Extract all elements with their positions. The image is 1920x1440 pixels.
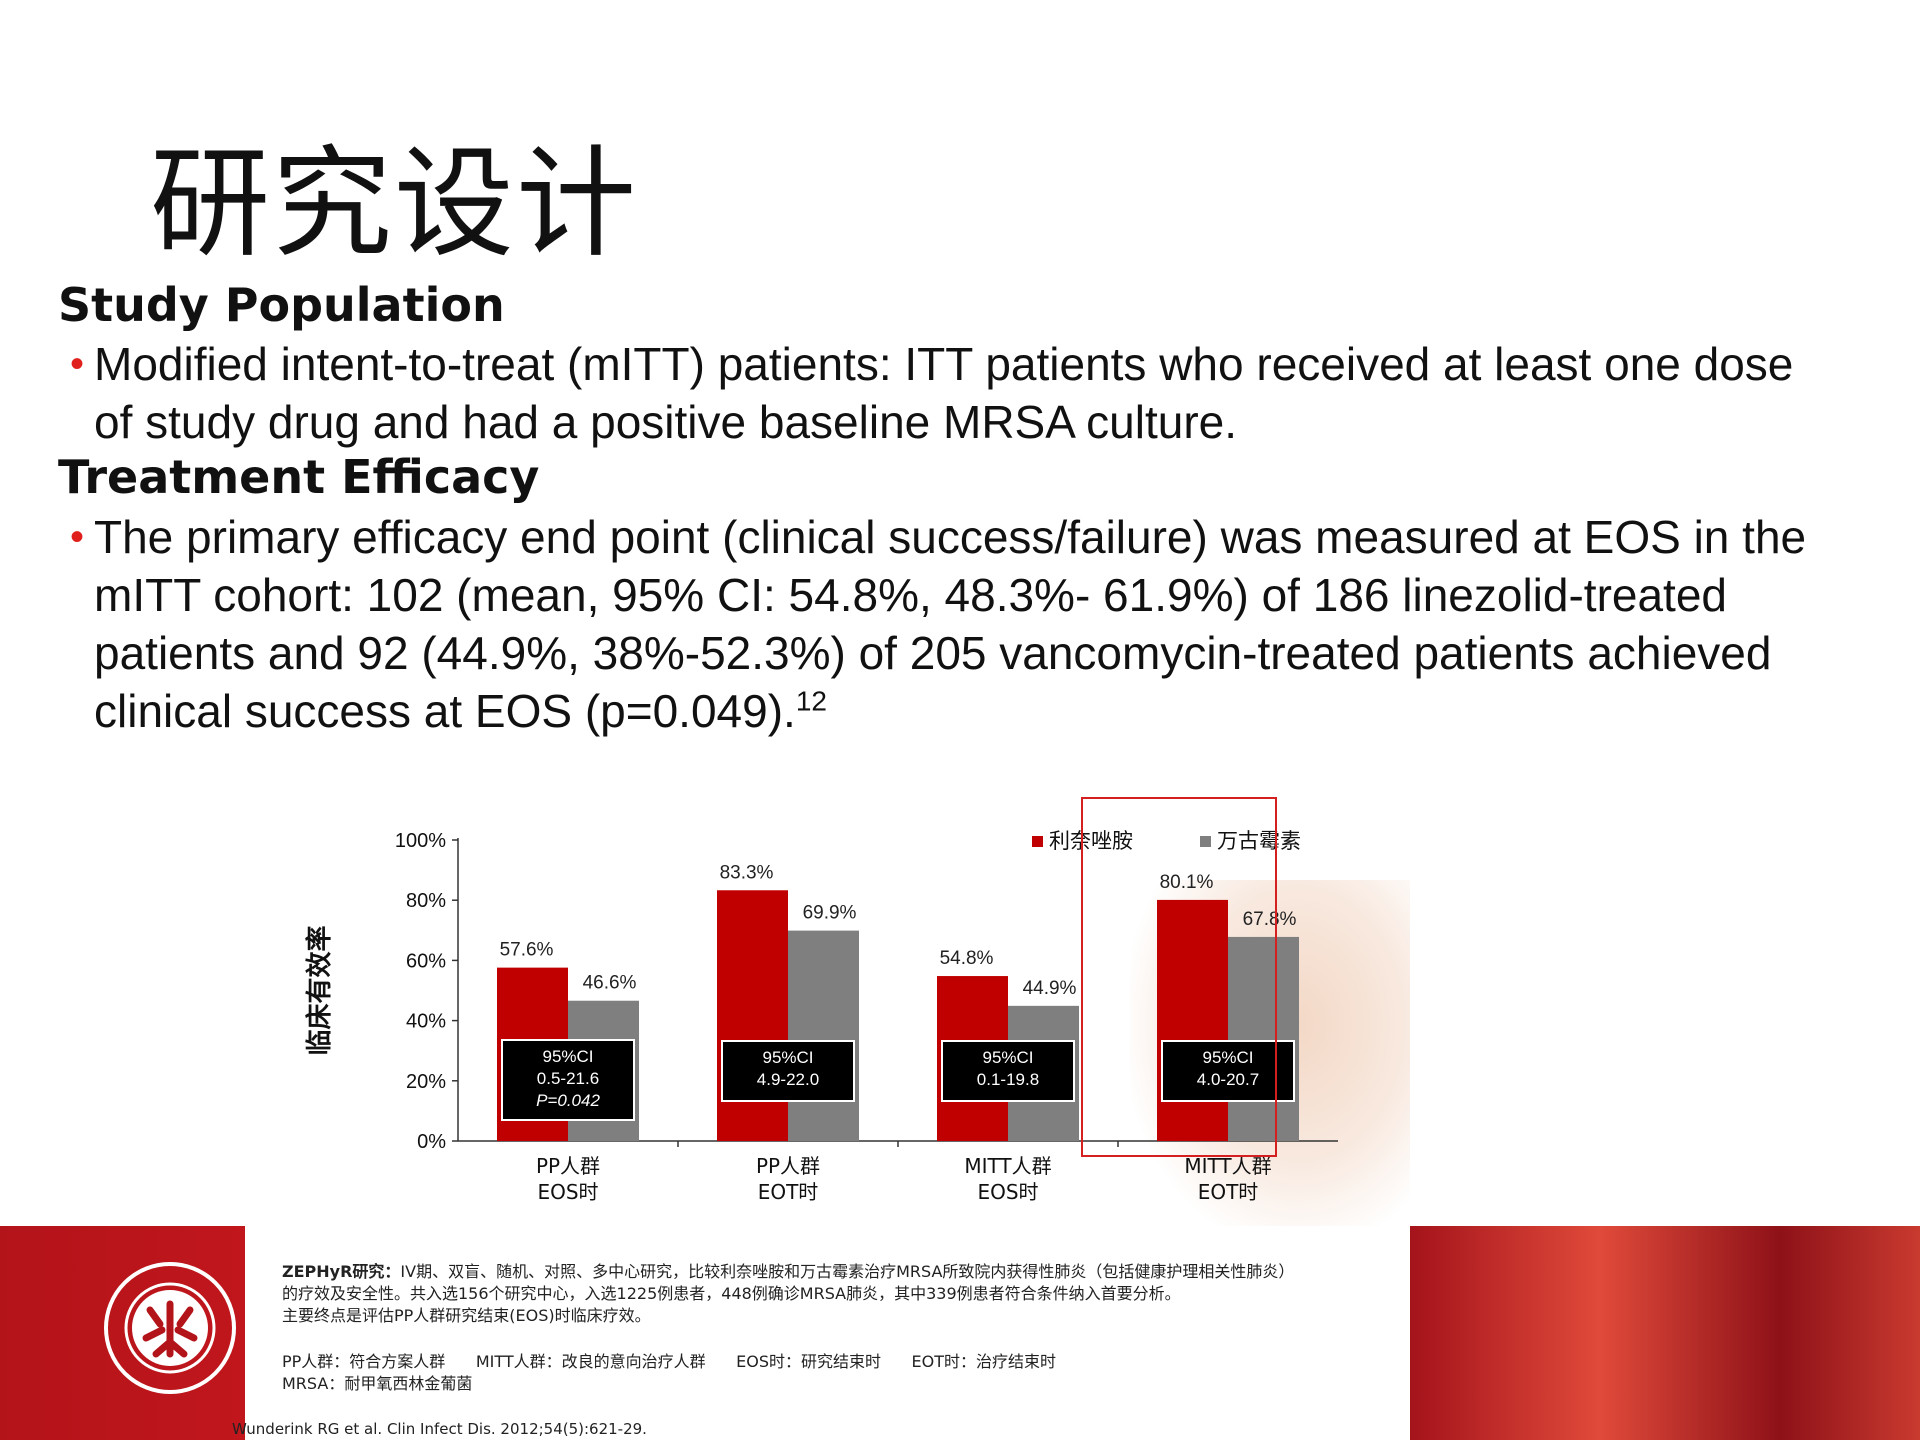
data-label: 44.9% <box>1023 978 1077 999</box>
footnote-definitions: PP人群：符合方案人群 MITT人群：改良的意向治疗人群 EOS时：研究结束时 … <box>282 1352 1056 1371</box>
legend-label: 利奈唑胺 <box>1049 829 1133 853</box>
category-label: MITT人群 <box>964 1154 1051 1178</box>
ci-text: 4.0-20.7 <box>1197 1070 1259 1089</box>
data-label: 57.6% <box>500 940 554 961</box>
highlight-box <box>1081 797 1277 1157</box>
university-seal-icon <box>104 1262 236 1394</box>
footnote-line-1: ZEPHyR研究：IV期、双盲、随机、对照、多中心研究，比较利奈唑胺和万古霉素治… <box>282 1262 1295 1281</box>
ci-box <box>1161 1040 1295 1102</box>
y-tick-label: 0% <box>417 1131 446 1153</box>
category-label: PP人群 <box>756 1154 820 1178</box>
bullet-treatment-efficacy: • The primary efficacy end point (clinic… <box>70 508 1830 740</box>
y-axis-label: 临床有效率 <box>304 925 335 1055</box>
category-label: EOS时 <box>537 1180 598 1204</box>
citation-superscript: 12 <box>795 685 827 717</box>
bar <box>717 890 788 1141</box>
ci-text: 95%CI <box>762 1048 813 1067</box>
category-label: EOT时 <box>1198 1180 1259 1204</box>
citation: Wunderink RG et al. Clin Infect Dis. 201… <box>232 1420 647 1438</box>
data-label: 69.9% <box>803 903 857 924</box>
page-title: 研究设计 <box>150 135 638 274</box>
category-label: PP人群 <box>536 1154 600 1178</box>
bullet-text: The primary efficacy end point (clinical… <box>94 511 1807 737</box>
legend-swatch <box>1032 836 1043 847</box>
legend-label: 万古霉素 <box>1217 829 1301 853</box>
data-label: 46.6% <box>583 973 637 994</box>
ci-box <box>501 1039 635 1121</box>
bar <box>788 930 859 1141</box>
bullet-study-population: • Modified intent-to-treat (mITT) patien… <box>70 335 1830 451</box>
bullet-dot: • <box>70 342 85 386</box>
heading-treatment-efficacy: Treatment Efficacy <box>58 450 540 504</box>
bar-chart: 临床有效率 0% 20% 40% 60% 80% 100% 57.6% 46.6% 95%CI 0.… <box>304 829 1338 1204</box>
ci-text: 95%CI <box>542 1047 593 1066</box>
ci-text: 0.5-21.6 <box>537 1069 599 1088</box>
ci-text: 95%CI <box>1202 1048 1253 1067</box>
footnote-line-2: 的疗效及安全性。共入选156个研究中心，入选1225例患者，448例确诊MRSA… <box>282 1284 1181 1303</box>
category-label: EOS时 <box>977 1180 1038 1204</box>
ci-text: 95%CI <box>982 1048 1033 1067</box>
footer-panel <box>245 1226 1410 1440</box>
data-label: 67.8% <box>1243 909 1297 930</box>
data-label: 54.8% <box>940 948 994 969</box>
y-tick-label: 40% <box>406 1011 446 1033</box>
ci-box <box>941 1040 1075 1102</box>
bullet-dot: • <box>70 515 85 559</box>
footnote-line-3: 主要终点是评估PP人群研究结束(EOS)时临床疗效。 <box>282 1306 651 1325</box>
ci-text: 4.9-22.0 <box>757 1070 819 1089</box>
y-tick-label: 60% <box>406 950 446 972</box>
y-tick-label: 20% <box>406 1071 446 1093</box>
ci-box <box>721 1040 855 1102</box>
data-label: 83.3% <box>720 862 774 883</box>
y-tick-label: 100% <box>395 830 446 852</box>
ci-text: 0.1-19.8 <box>977 1070 1039 1089</box>
bullet-text: Modified intent-to-treat (mITT) patients… <box>94 338 1794 448</box>
data-label: 80.1% <box>1160 872 1214 893</box>
category-label: MITT人群 <box>1184 1154 1271 1178</box>
footnote-mrsa: MRSA：耐甲氧西林金葡菌 <box>282 1374 473 1393</box>
bar <box>1228 936 1299 1141</box>
y-tick-label: 80% <box>406 890 446 912</box>
heading-study-population: Study Population <box>58 278 505 332</box>
ci-text: P=0.042 <box>536 1091 600 1110</box>
category-label: EOT时 <box>758 1180 819 1204</box>
legend-swatch <box>1200 836 1211 847</box>
